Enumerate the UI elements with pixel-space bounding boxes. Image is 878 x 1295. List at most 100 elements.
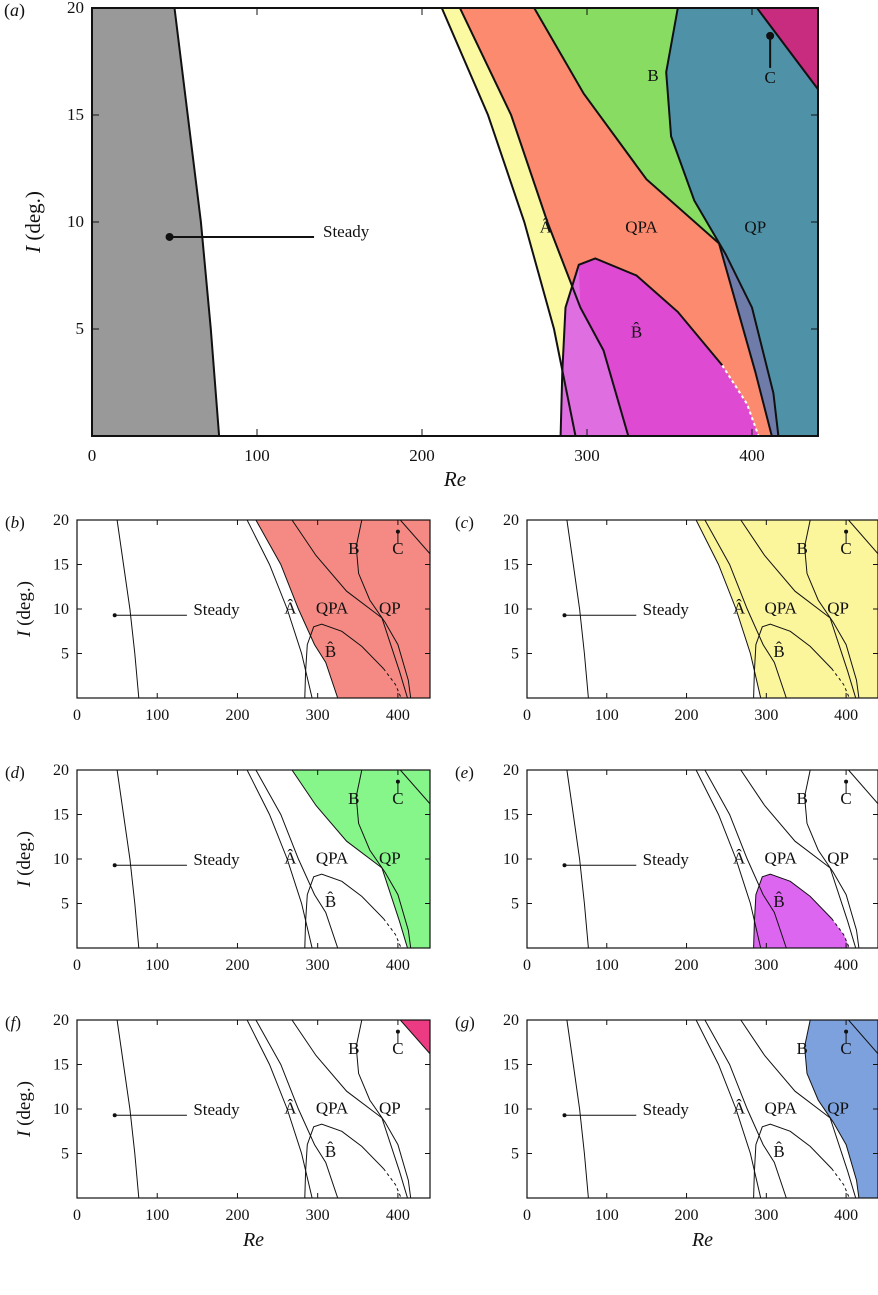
y-tick-label: 10 <box>503 851 519 868</box>
y-tick-label: 20 <box>503 762 519 779</box>
x-tick-label: 0 <box>88 446 97 465</box>
boundary-b-left <box>740 770 857 948</box>
y-tick-label: 5 <box>511 646 519 663</box>
y-tick-label: 20 <box>503 1012 519 1029</box>
boundary-a-right <box>704 1020 787 1198</box>
y-tick-label: 15 <box>503 807 519 824</box>
chart-panel-a: Steady Â QPA B C QP B̂ 0 100 200 300 400 5 10 15 20 (a)… <box>4 0 819 491</box>
highlight-region <box>292 770 430 948</box>
x-tick-label: 200 <box>225 957 249 974</box>
region-label: QP <box>827 598 849 617</box>
plot-area: Steady Â QPA B C QP B̂ <box>562 770 878 948</box>
y-axis-label: I (deg.) <box>14 581 35 638</box>
x-tick-label: 400 <box>386 957 410 974</box>
boundary-bhat <box>753 1123 833 1198</box>
boundary-c-line <box>756 8 818 90</box>
region-label: C <box>764 68 775 87</box>
boundary-c-line <box>399 1020 430 1055</box>
y-tick-label: 10 <box>67 212 84 231</box>
region-label: B <box>647 66 658 85</box>
y-tick-label: 5 <box>61 896 69 913</box>
boundary-steady <box>116 520 140 698</box>
x-tick-label: 100 <box>145 707 169 724</box>
boundary-b-left <box>291 1020 408 1198</box>
y-tick-label: 15 <box>53 807 69 824</box>
boundary-a-left <box>695 520 762 698</box>
y-tick-label: 15 <box>503 557 519 574</box>
boundary-bhat <box>753 873 833 948</box>
panel-label: (c) <box>455 513 474 532</box>
y-tick-label: 15 <box>67 105 84 124</box>
region-qp <box>666 8 818 436</box>
region-label: C <box>392 539 403 558</box>
region-label: QPA <box>764 598 797 617</box>
x-tick-label: 100 <box>595 707 619 724</box>
region-label: Â <box>733 598 746 617</box>
x-tick-label: 300 <box>754 1207 778 1224</box>
highlight-region <box>696 520 878 698</box>
x-axis-label: Re <box>691 1229 713 1251</box>
region-label: QP <box>379 1098 401 1117</box>
y-tick-label: 20 <box>53 1012 69 1029</box>
x-tick-label: 200 <box>675 1207 699 1224</box>
region-label: Â <box>733 848 746 867</box>
y-tick-label: 10 <box>53 601 69 618</box>
x-tick-label: 300 <box>754 957 778 974</box>
x-tick-label: 400 <box>386 707 410 724</box>
y-tick-label: 5 <box>511 1146 519 1163</box>
x-tick-label: 100 <box>595 957 619 974</box>
chart-panel-c: Steady Â QPA B C QP B̂ 0 100 200 300 400 5 10 15 20 (c) <box>455 512 878 724</box>
y-tick-label: 10 <box>503 601 519 618</box>
boundary-a-right <box>704 520 787 698</box>
region-label: C <box>840 539 851 558</box>
boundary-c-line <box>848 520 878 555</box>
x-tick-label: 400 <box>834 957 858 974</box>
region-label: Â <box>284 848 297 867</box>
boundary-qp-left <box>804 1020 860 1198</box>
boundary-c-line <box>399 520 430 555</box>
region-label: C <box>840 1039 851 1058</box>
boundary-steady <box>566 770 589 948</box>
x-tick-label: 400 <box>834 707 858 724</box>
x-tick-label: 0 <box>523 1207 531 1224</box>
boundary-qp-left <box>665 8 780 436</box>
region-label: Â <box>733 1098 746 1117</box>
region-label: Steady <box>193 850 240 869</box>
x-tick-label: 200 <box>409 446 435 465</box>
y-axis-label: I (deg.) <box>14 1081 35 1138</box>
y-tick-label: 5 <box>76 319 85 338</box>
panel-label: (e) <box>455 763 474 782</box>
boundary-a-right <box>458 8 630 436</box>
x-axis-label: Re <box>443 467 466 491</box>
region-label: QPA <box>764 848 797 867</box>
y-tick-label: 5 <box>61 1146 69 1163</box>
y-tick-label: 15 <box>503 1057 519 1074</box>
region-label: QPA <box>625 218 658 237</box>
boundary-bhat <box>753 623 833 698</box>
boundary-bhat-dashed <box>383 918 402 948</box>
boundary-steady <box>116 1020 140 1198</box>
y-tick-label: 20 <box>503 512 519 529</box>
region-label: QP <box>827 848 849 867</box>
y-tick-label: 10 <box>53 1101 69 1118</box>
x-tick-label: 0 <box>523 957 531 974</box>
boundary-a-left <box>246 520 313 698</box>
plot-area: Steady Â QPA B C QP B̂ <box>92 8 818 436</box>
region-label: Â <box>284 598 297 617</box>
x-tick-label: 200 <box>675 707 699 724</box>
region-label: B <box>797 789 808 808</box>
x-tick-label: 200 <box>225 1207 249 1224</box>
boundary-a-left <box>246 770 313 948</box>
y-tick-label: 10 <box>503 1101 519 1118</box>
panel-label: (d) <box>5 763 25 782</box>
x-tick-label: 200 <box>225 707 249 724</box>
boundary-bhat-dashed <box>383 668 402 698</box>
x-tick-label: 100 <box>145 1207 169 1224</box>
region-label: QPA <box>316 1098 349 1117</box>
boundary-b-left <box>291 770 408 948</box>
region-overlap <box>719 243 779 436</box>
y-tick-label: 15 <box>53 557 69 574</box>
region-qpa <box>459 8 772 436</box>
region-label: QPA <box>316 598 349 617</box>
region-label: Steady <box>643 850 690 869</box>
